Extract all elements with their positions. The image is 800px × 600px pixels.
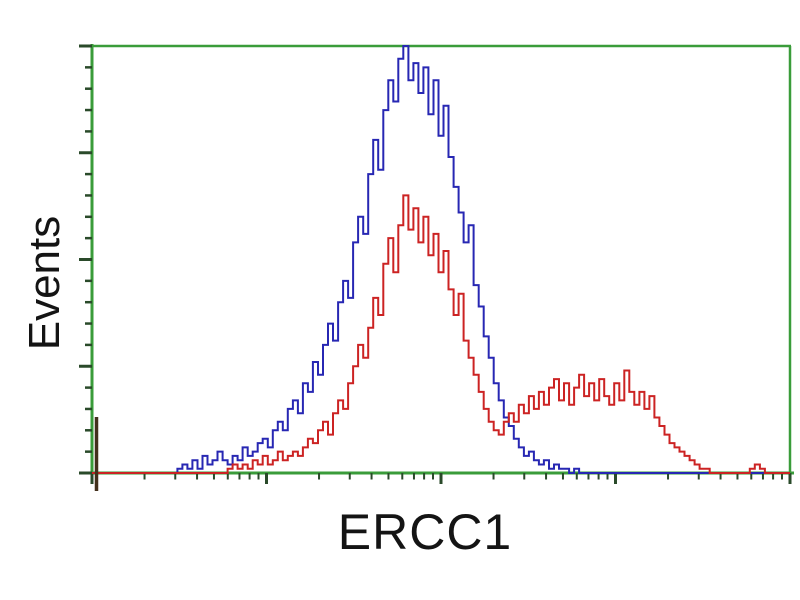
x-axis-label: ERCC1 bbox=[337, 504, 513, 560]
plot-frame bbox=[88, 44, 794, 481]
x-axis-ticks bbox=[90, 473, 792, 484]
red-series-trace bbox=[92, 194, 790, 474]
y-axis-ticks bbox=[79, 44, 92, 475]
y-axis-label: Events bbox=[20, 215, 69, 351]
blue-series-trace bbox=[92, 45, 790, 474]
series-traces bbox=[92, 45, 790, 474]
